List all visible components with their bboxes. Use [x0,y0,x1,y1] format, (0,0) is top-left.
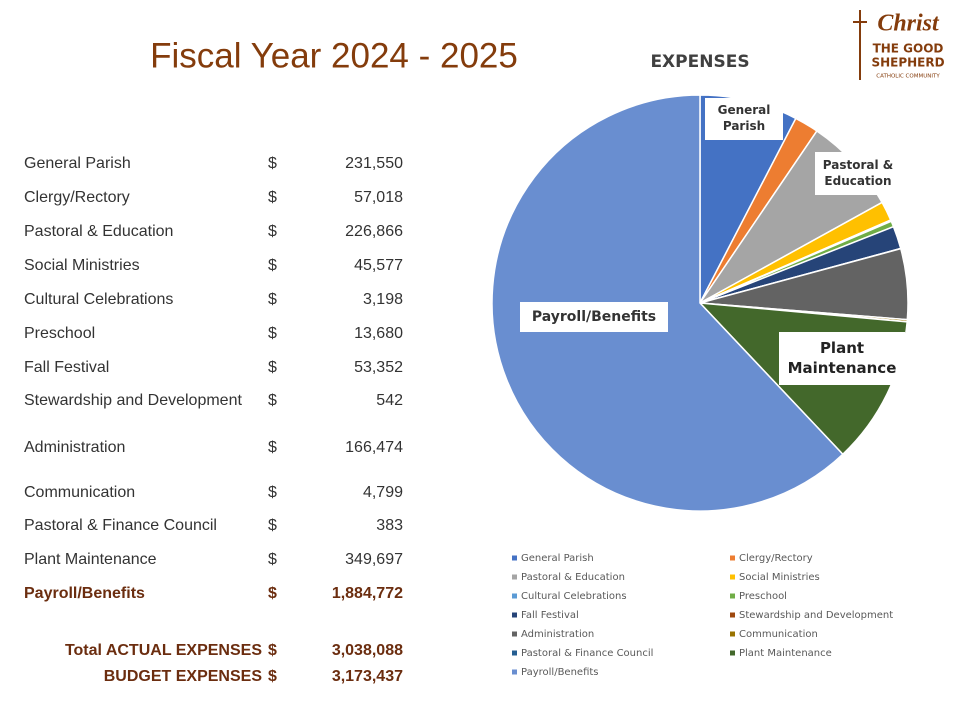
row-amount: 13,680 [354,325,403,342]
row-label: Fall Festival [24,359,109,376]
total-currency: $ [268,642,277,659]
row-currency: $ [268,439,277,456]
legend-swatch [730,612,735,618]
legend-label: Plant Maintenance [739,648,832,659]
legend-swatch [730,574,735,580]
legend-label: General Parish [521,553,594,564]
row-label: Administration [24,439,125,456]
total-label: BUDGET EXPENSES [104,668,263,685]
row-label: Pastoral & Education [24,223,173,240]
row-currency: $ [268,223,277,240]
row-amount: 45,577 [354,257,403,274]
row-amount: 231,550 [345,155,403,172]
legend-swatch [730,631,735,637]
chart-title: EXPENSES [650,52,749,72]
legend-label: Pastoral & Finance Council [521,648,653,659]
logo-text: CATHOLIC COMMUNITY [876,74,940,80]
row-currency: $ [268,325,277,342]
legend-label: Administration [521,629,594,640]
logo-text: Christ [877,11,940,37]
row-label: Social Ministries [24,257,140,274]
row-label: Stewardship and Development [24,392,242,409]
row-currency: $ [268,291,277,308]
data-label: Pastoral & Education [815,152,901,195]
legend-label: Clergy/Rectory [739,553,813,564]
row-currency: $ [268,155,277,172]
row-label: Communication [24,484,135,501]
row-currency: $ [268,551,277,568]
row-currency: $ [268,392,277,409]
legend-label: Cultural Celebrations [521,591,627,602]
row-label: Pastoral & Finance Council [24,517,217,534]
legend-swatch [512,555,517,561]
legend-label: Stewardship and Development [739,610,893,621]
row-amount: 53,352 [354,359,403,376]
row-currency: $ [268,585,277,602]
row-amount: 4,799 [363,484,403,501]
legend-swatch [512,631,517,637]
row-amount: 349,697 [345,551,403,568]
total-amount: 3,173,437 [332,668,403,685]
legend-swatch [730,593,735,599]
legend-label: Fall Festival [521,610,579,621]
row-amount: 383 [376,517,403,534]
row-amount: 542 [376,392,403,409]
legend-swatch [512,669,517,675]
data-label: General Parish [705,98,783,140]
legend-swatch [730,555,735,561]
logo-text: SHEPHERD [871,56,944,70]
legend-swatch [512,612,517,618]
row-label: Payroll/Benefits [24,585,145,602]
row-amount: 3,198 [363,291,403,308]
legend-label: Communication [739,629,818,640]
legend-swatch [512,650,517,656]
legend-swatch [730,650,735,656]
row-currency: $ [268,517,277,534]
logo-text: THE GOOD [873,42,944,56]
row-label: General Parish [24,155,131,172]
legend-swatch [512,574,517,580]
slide-title: Fiscal Year 2024 - 2025 [150,36,518,75]
row-currency: $ [268,257,277,274]
row-amount: 226,866 [345,223,403,240]
row-label: Cultural Celebrations [24,291,173,308]
row-label: Preschool [24,325,95,342]
row-amount: 57,018 [354,189,403,206]
row-currency: $ [268,359,277,376]
legend-label: Payroll/Benefits [521,667,599,678]
data-label: Plant Maintenance [779,332,905,385]
legend-label: Social Ministries [739,572,820,583]
row-amount: 1,884,772 [332,585,403,602]
data-label: Payroll/Benefits [520,302,668,332]
legend-swatch [512,593,517,599]
total-amount: 3,038,088 [332,642,403,659]
row-currency: $ [268,484,277,501]
total-label: Total ACTUAL EXPENSES [65,642,262,659]
row-currency: $ [268,189,277,206]
total-currency: $ [268,668,277,685]
row-label: Plant Maintenance [24,551,157,568]
row-amount: 166,474 [345,439,403,456]
row-label: Clergy/Rectory [24,189,130,206]
legend-label: Pastoral & Education [521,572,625,583]
legend-label: Preschool [739,591,787,602]
